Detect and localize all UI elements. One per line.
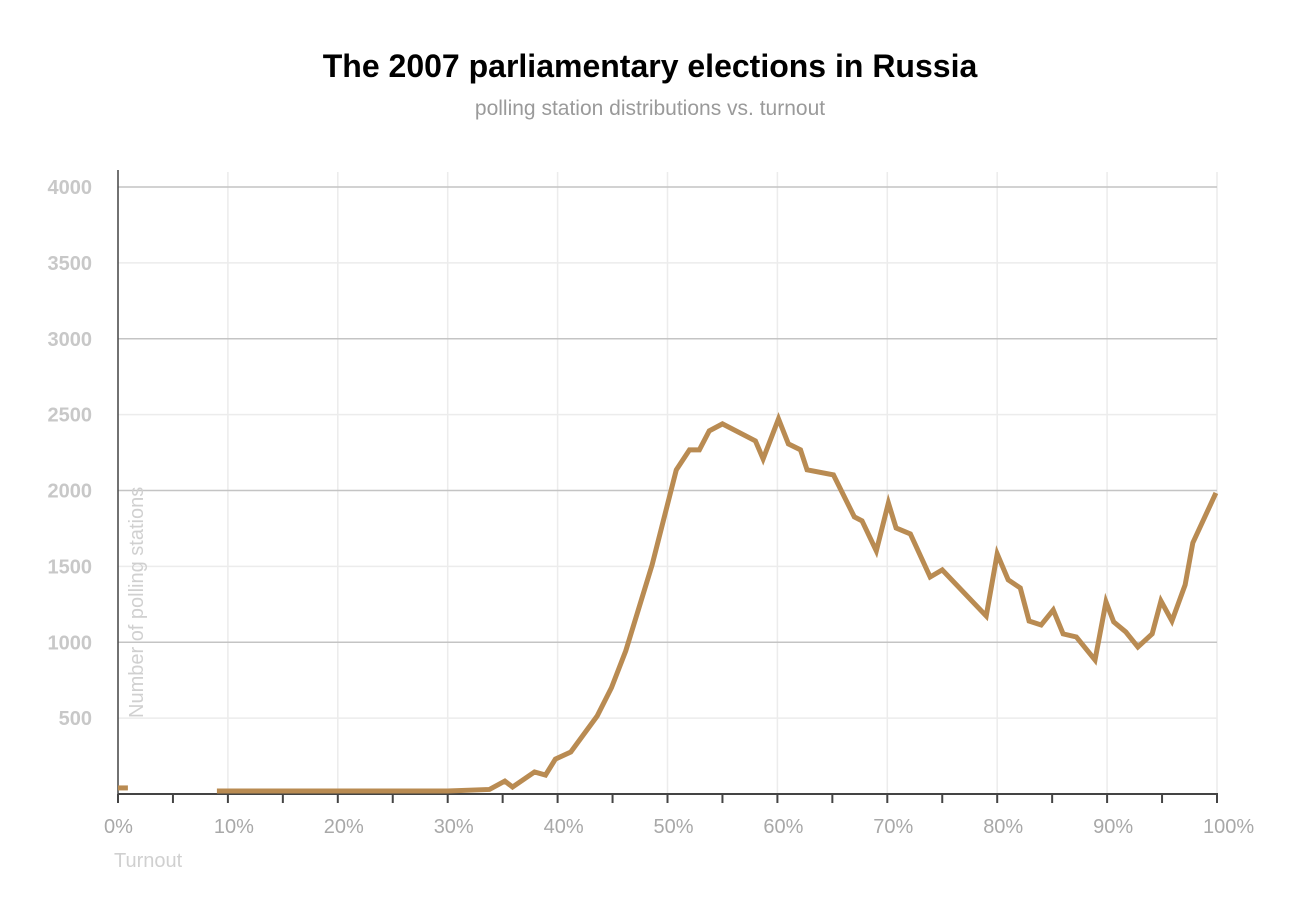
x-tick-label: 100% bbox=[1203, 816, 1254, 838]
x-tick-label: 80% bbox=[983, 816, 1023, 838]
y-tick-label: 3000 bbox=[48, 329, 93, 351]
x-tick-label: 60% bbox=[763, 816, 803, 838]
y-tick-label: 500 bbox=[59, 708, 92, 730]
x-tick-label: 20% bbox=[324, 816, 364, 838]
x-tick-label: 50% bbox=[654, 816, 694, 838]
chart-subtitle: polling station distributions vs. turnou… bbox=[474, 97, 826, 120]
x-tick-label: 70% bbox=[873, 816, 913, 838]
chart-title: The 2007 parliamentary elections in Russ… bbox=[322, 48, 978, 84]
y-tick-label: 3500 bbox=[48, 253, 93, 275]
x-tick-label: 30% bbox=[434, 816, 474, 838]
x-tick-label: 0% bbox=[104, 816, 133, 838]
x-tick-label: 10% bbox=[214, 816, 254, 838]
x-tick-label: 90% bbox=[1093, 816, 1133, 838]
y-tick-label: 4000 bbox=[48, 177, 93, 199]
x-axis-label: Turnout bbox=[114, 850, 183, 872]
y-tick-label: 1000 bbox=[48, 632, 93, 654]
y-axis-label: Number of polling stations bbox=[126, 487, 148, 718]
data-line-polling-stations bbox=[216, 411, 1219, 794]
y-tick-label: 2000 bbox=[48, 481, 93, 503]
y-tick-label: 1500 bbox=[48, 556, 93, 578]
y-tick-label: 2500 bbox=[48, 405, 93, 427]
x-tick-label: 40% bbox=[544, 816, 584, 838]
